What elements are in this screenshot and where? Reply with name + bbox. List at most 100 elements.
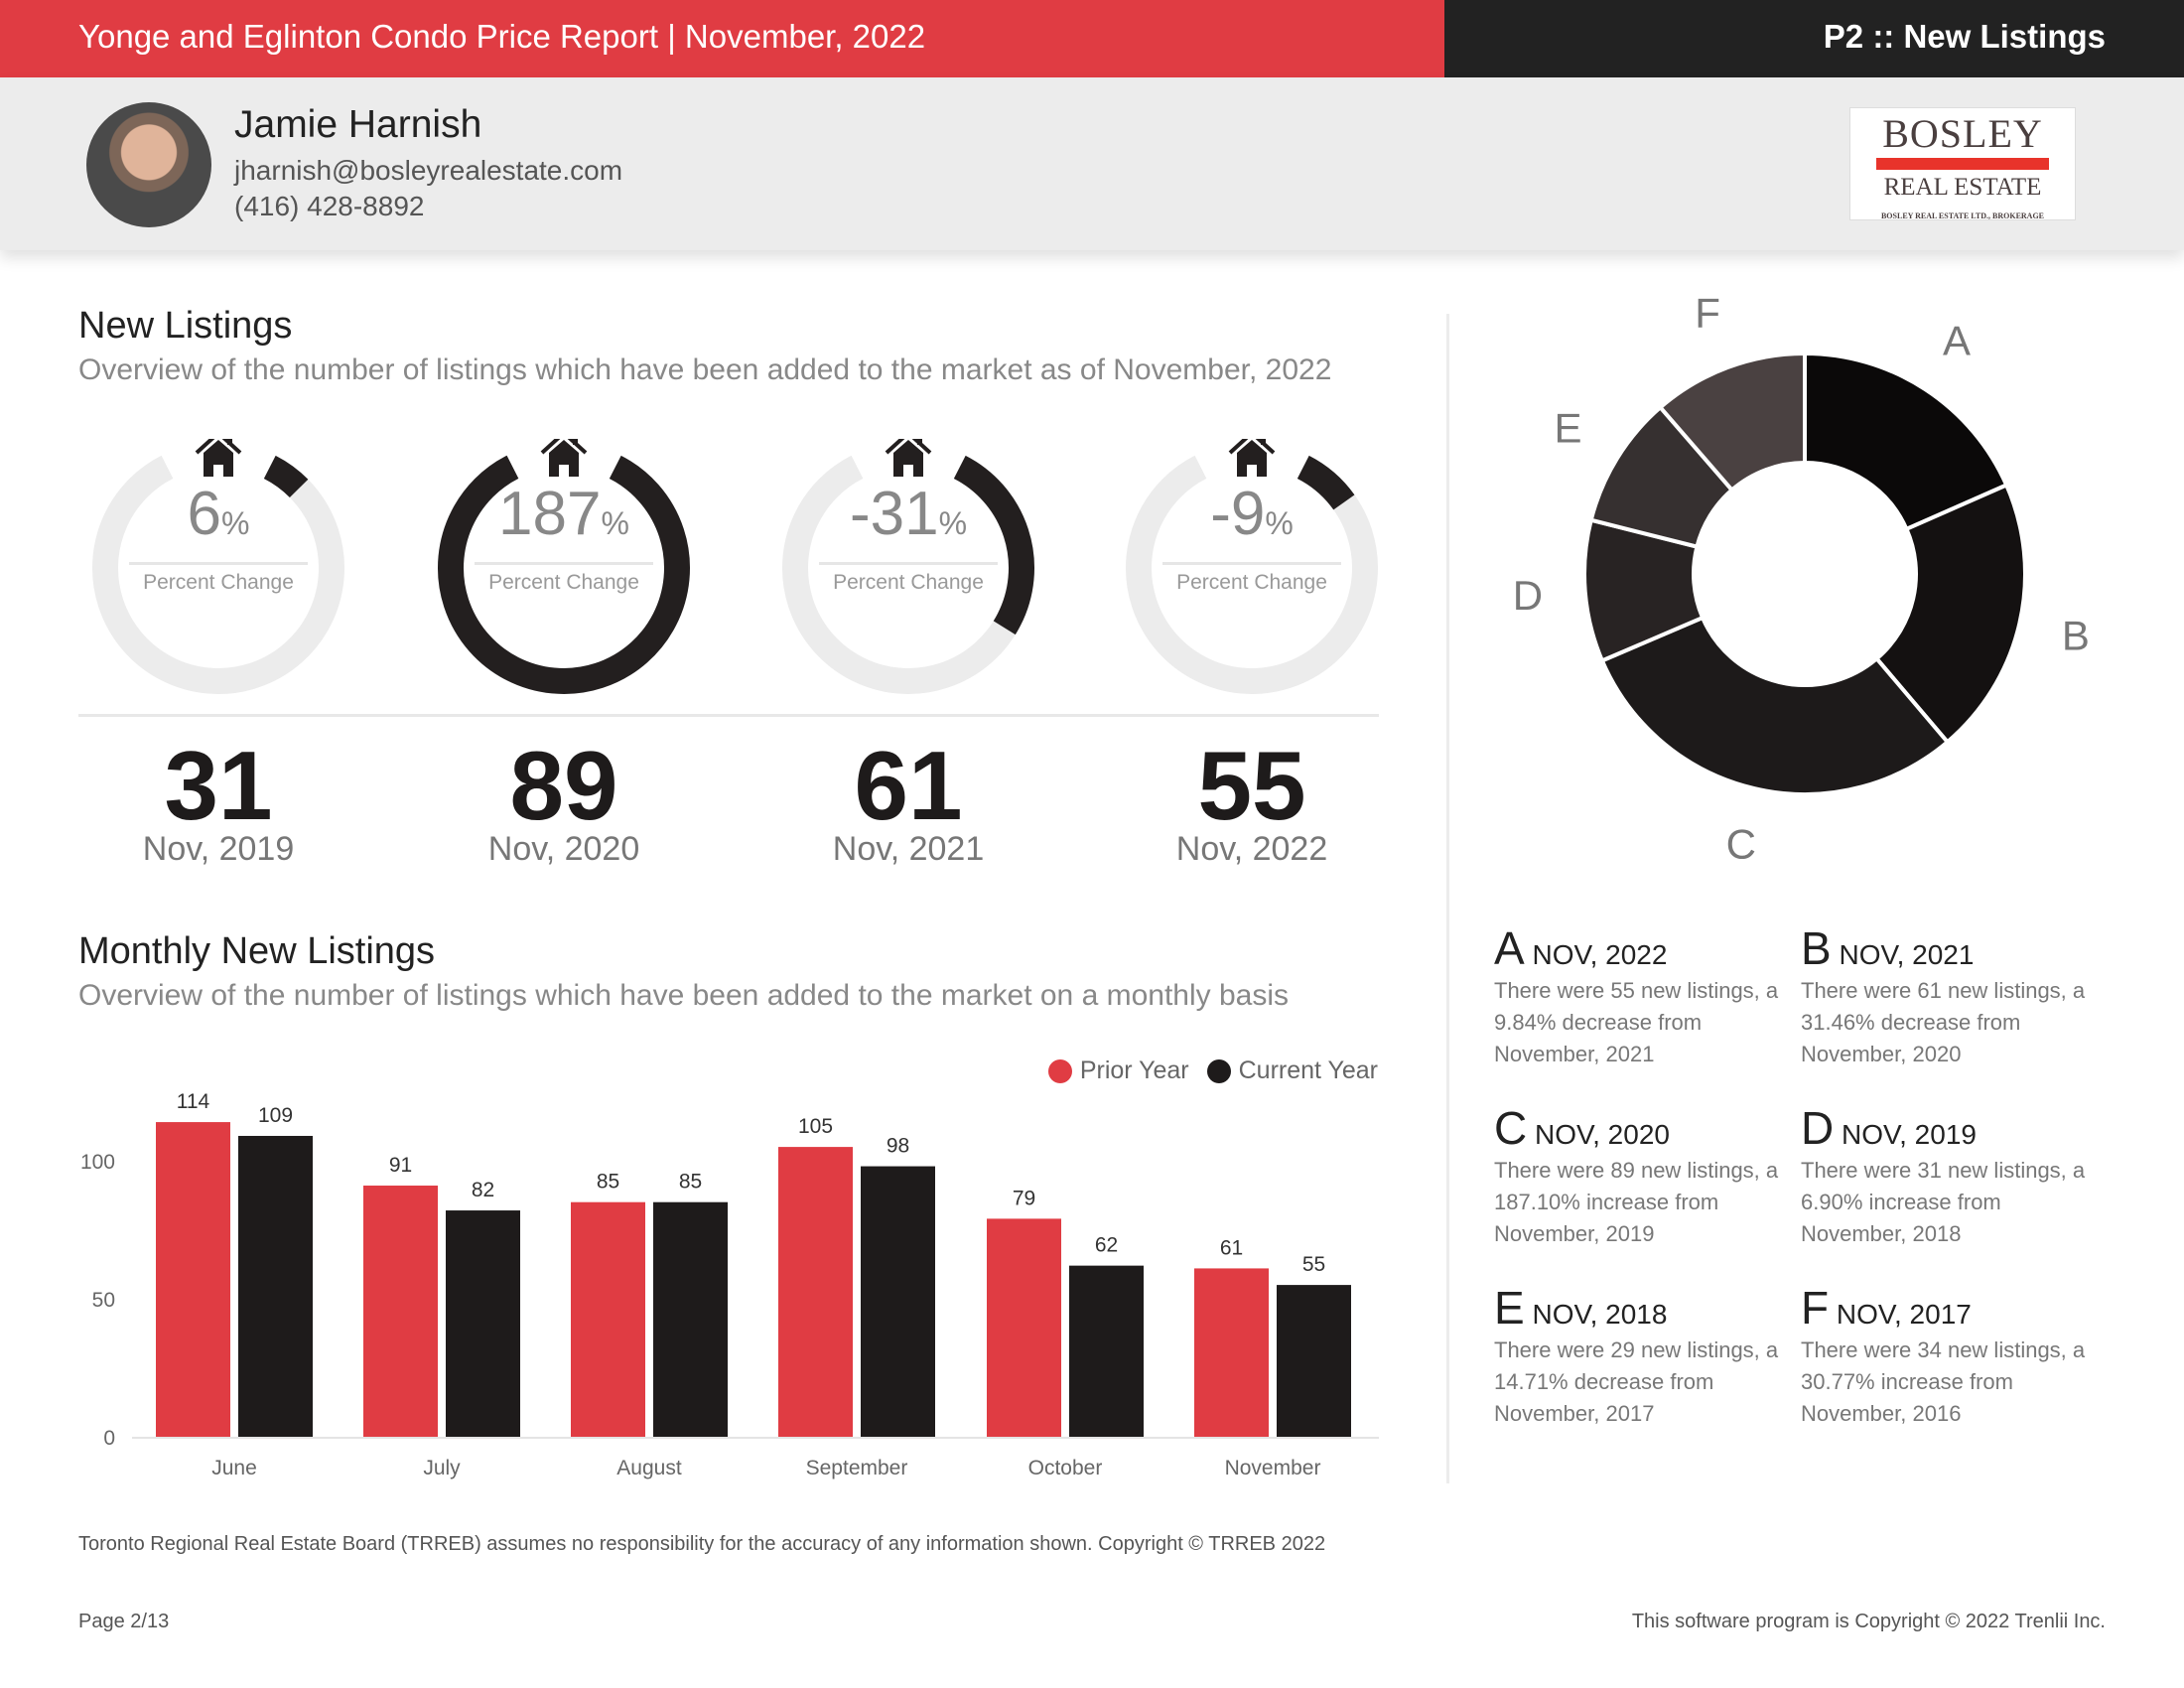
listing-date: Nov, 2021	[832, 830, 985, 868]
x-tick-label: August	[616, 1457, 682, 1479]
legend-item-text: There were 55 new listings, a 9.84% decr…	[1494, 978, 1779, 1066]
new-listings-subtitle: Overview of the number of listings which…	[78, 353, 1332, 386]
legend-item-text: There were 34 new listings, a 30.77% inc…	[1801, 1337, 2086, 1426]
page-name: P2 :: New Listings	[1823, 18, 2106, 55]
current-year-bar	[861, 1166, 935, 1437]
current-year-bar	[653, 1201, 728, 1437]
logo-line1: BOSLEY	[1882, 111, 2043, 156]
ring-label: -9% Percent Change	[1123, 484, 1381, 595]
current-year-bar	[1277, 1285, 1351, 1437]
listing-date: Nov, 2019	[142, 830, 295, 868]
prior-year-bar	[987, 1218, 1061, 1437]
divider	[78, 714, 1379, 717]
prior-year-bar	[778, 1147, 853, 1437]
legend-date: NOV, 2019	[1842, 1119, 1977, 1150]
percent-change-label: Percent Change	[129, 562, 308, 595]
donut-slice-a	[1803, 351, 2009, 532]
percent-ring	[782, 439, 1034, 694]
donut-slice-f	[1657, 351, 1807, 493]
report-title: Yonge and Eglinton Condo Price Report | …	[78, 18, 926, 55]
legend-letter: B	[1801, 922, 1832, 974]
bar-value-label: 62	[1095, 1234, 1118, 1257]
bar-value-label: 98	[887, 1135, 909, 1158]
percent-ring	[92, 439, 344, 694]
legend-date: NOV, 2018	[1532, 1299, 1668, 1330]
house-icon	[195, 439, 242, 477]
percent-number: 6	[187, 480, 222, 548]
current-year-bar	[238, 1135, 313, 1437]
percent-value: 6%	[187, 480, 250, 548]
agent-band	[0, 77, 2184, 250]
prior-year-bar	[156, 1122, 230, 1437]
x-tick-label: September	[806, 1457, 908, 1479]
current-year-bar	[446, 1210, 520, 1437]
donut-legend-item: D NOV, 2019 There were 31 new listings, …	[1801, 1101, 2099, 1250]
donut-label: B	[2062, 613, 2090, 659]
bar-value-label: 82	[472, 1179, 494, 1201]
ring-label: -31% Percent Change	[779, 484, 1037, 595]
software-copyright: This software program is Copyright © 202…	[1631, 1611, 2106, 1632]
percent-value: -31%	[849, 480, 968, 548]
donut-legend-item: C NOV, 2020 There were 89 new listings, …	[1494, 1101, 1792, 1250]
donut-label: A	[1943, 317, 1971, 363]
current-year-bar	[1069, 1265, 1144, 1437]
percent-change-label: Percent Change	[475, 562, 653, 595]
legend-item-heading: B NOV, 2021	[1801, 921, 2099, 975]
donut-label: F	[1695, 290, 1720, 337]
percent-ring	[438, 439, 690, 694]
legend-date: NOV, 2022	[1532, 939, 1668, 970]
prior-year-bar	[571, 1201, 645, 1437]
bar-value-label: 105	[798, 1115, 833, 1138]
percent-ring	[1126, 439, 1378, 694]
logo-line2: REAL ESTATE	[1883, 174, 2042, 201]
logo-red-bar	[1876, 158, 2049, 170]
chart-legend: Prior Year Current Year	[1047, 1056, 1378, 1085]
prior-year-swatch	[1047, 1058, 1072, 1083]
y-tick-label: 0	[103, 1427, 115, 1450]
legend-letter: E	[1494, 1282, 1525, 1334]
legend-item-text: There were 29 new listings, a 14.71% dec…	[1494, 1337, 1779, 1426]
bar-value-label: 79	[1013, 1187, 1035, 1209]
ring-fill	[92, 442, 344, 694]
agent-email[interactable]: jharnish@bosleyrealestate.com	[234, 155, 623, 186]
legend-current-year: Current Year	[1238, 1056, 1378, 1084]
prior-year-bar	[363, 1186, 438, 1437]
page-number: Page 2/13	[78, 1611, 170, 1632]
donut-label: E	[1555, 404, 1582, 451]
house-icon	[540, 439, 588, 477]
y-tick-label: 100	[80, 1151, 115, 1174]
bar-value-label: 85	[679, 1171, 702, 1194]
percent-change-label: Percent Change	[819, 562, 998, 595]
legend-letter: C	[1494, 1102, 1528, 1154]
percent-number: 187	[498, 480, 602, 548]
legend-date: NOV, 2021	[1839, 939, 1975, 970]
listing-count: 31	[164, 731, 273, 840]
percent-number: -9	[1210, 480, 1266, 548]
disclaimer: Toronto Regional Real Estate Board (TRRE…	[78, 1533, 1326, 1555]
legend-item-heading: C NOV, 2020	[1494, 1101, 1792, 1155]
percent-value: -9%	[1210, 480, 1294, 548]
donut-legend-item: F NOV, 2017 There were 34 new listings, …	[1801, 1281, 2099, 1430]
legend-item-heading: F NOV, 2017	[1801, 1281, 2099, 1335]
legend-item-text: There were 89 new listings, a 187.10% in…	[1494, 1158, 1779, 1246]
bar-value-label: 91	[389, 1154, 412, 1177]
agent-name: Jamie Harnish	[234, 103, 482, 146]
bosley-logo: BOSLEY REAL ESTATE BOSLEY REAL ESTATE LT…	[1849, 107, 2076, 220]
monthly-subtitle: Overview of the number of listings which…	[78, 979, 1289, 1012]
current-year-swatch	[1206, 1058, 1231, 1083]
house-icon	[885, 439, 932, 477]
legend-letter: D	[1801, 1102, 1835, 1154]
percent-value: 187%	[498, 480, 629, 548]
agent-phone[interactable]: (416) 428-8892	[234, 191, 425, 221]
legend-item-text: There were 61 new listings, a 31.46% dec…	[1801, 978, 2086, 1066]
bar-value-label: 61	[1220, 1236, 1243, 1259]
ring-fill	[782, 442, 1034, 694]
monthly-title: Monthly New Listings	[78, 930, 436, 972]
prior-year-bar	[1194, 1268, 1269, 1437]
legend-prior-year: Prior Year	[1079, 1056, 1189, 1084]
ring-label: 6% Percent Change	[89, 484, 347, 595]
house-icon	[1228, 439, 1276, 477]
percent-number: -31	[849, 480, 939, 548]
bar-value-label: 85	[597, 1171, 619, 1194]
